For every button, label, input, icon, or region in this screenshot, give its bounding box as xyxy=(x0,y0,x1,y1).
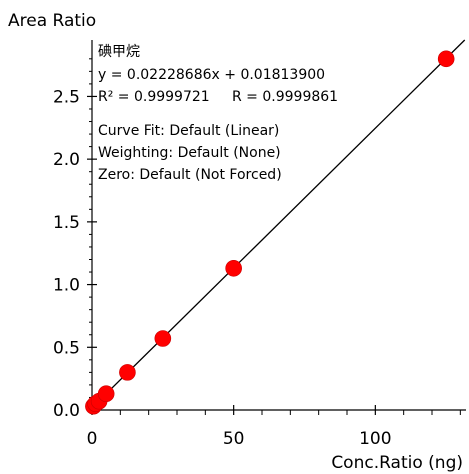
y-tick-label: 2.0 xyxy=(53,150,80,170)
y-tick-label: 0.5 xyxy=(53,338,80,358)
x-ticks: 0 50 100 xyxy=(87,405,392,449)
regression-line xyxy=(91,39,466,409)
r-squared: R² = 0.9999721 xyxy=(98,89,210,105)
x-minor-ticks xyxy=(119,410,461,415)
y-minor-ticks xyxy=(89,58,92,398)
data-point xyxy=(97,385,115,402)
compound-name: 碘甲烷 xyxy=(98,44,140,60)
data-point xyxy=(225,259,242,277)
data-point xyxy=(119,364,136,381)
y-tick-label: 1.0 xyxy=(53,276,80,296)
zero-setting: Zero: Default (Not Forced) xyxy=(98,167,282,183)
weighting-setting: Weighting: Default (None) xyxy=(98,145,281,161)
y-tick-label: 0.0 xyxy=(53,401,80,421)
data-point xyxy=(154,330,172,347)
fit-equation: y = 0.02228686x + 0.01813900 xyxy=(98,67,325,83)
r-value: R = 0.9999861 xyxy=(232,89,338,105)
x-axis-title: Conc.Ratio (ng) xyxy=(331,453,463,473)
curve-fit-setting: Curve Fit: Default (Linear) xyxy=(98,123,279,139)
x-tick-label: 100 xyxy=(359,429,391,449)
y-ticks: 0.0 0.5 1.0 1.5 2.0 2.5 xyxy=(53,87,97,421)
x-tick-label: 50 xyxy=(223,429,245,449)
y-axis-title: Area Ratio xyxy=(8,11,96,31)
data-point xyxy=(437,50,455,68)
y-tick-label: 2.5 xyxy=(53,87,80,107)
y-tick-label: 1.5 xyxy=(53,213,80,233)
x-tick-label: 0 xyxy=(87,429,98,449)
data-points xyxy=(85,50,455,415)
